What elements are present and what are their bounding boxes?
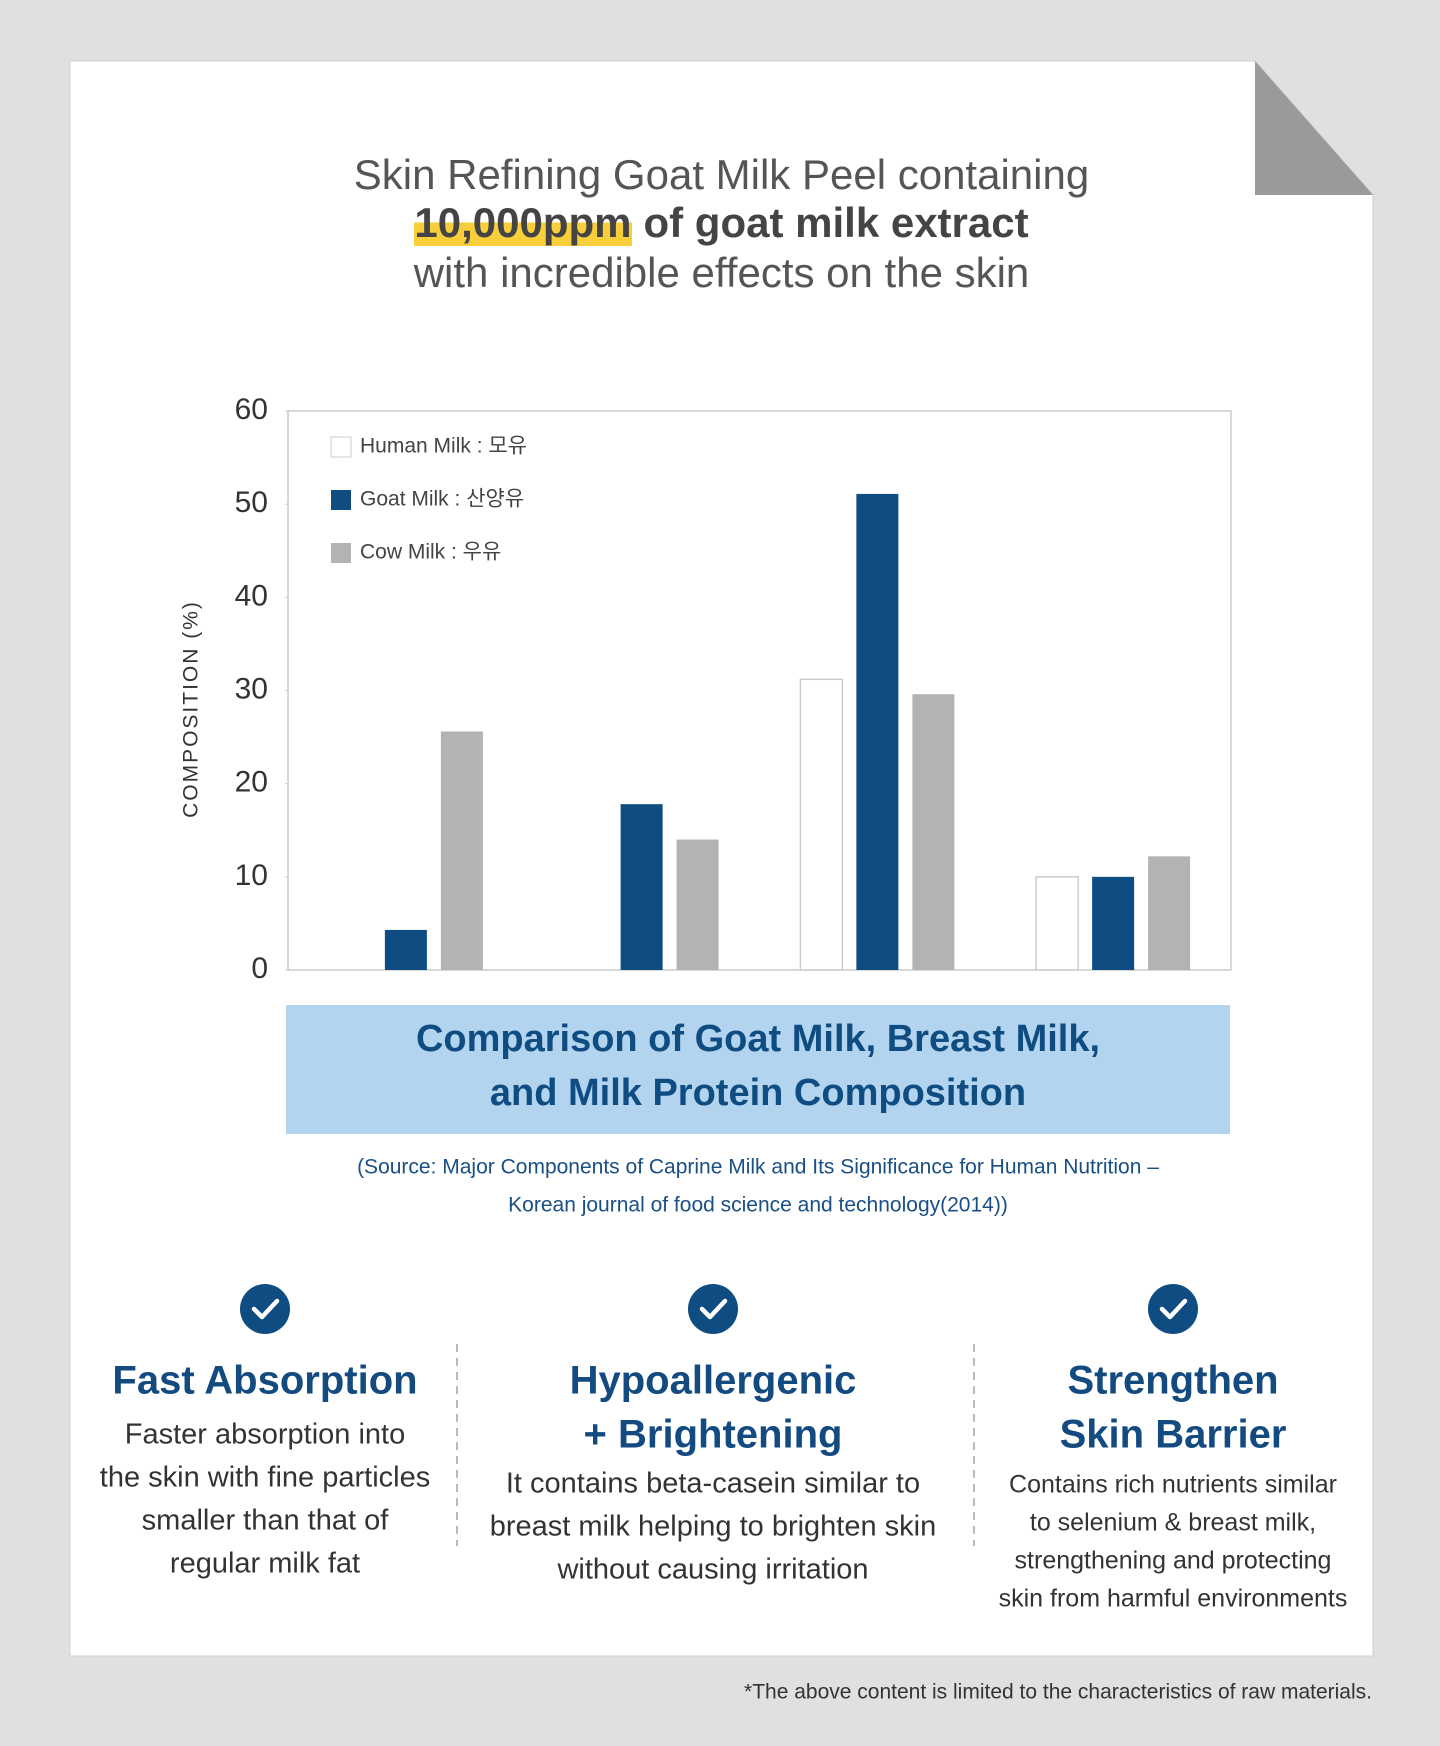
feature-title: + Brightening	[584, 1413, 843, 1457]
source-text: Korean journal of food science and techn…	[508, 1194, 1008, 1217]
feature-title: Skin Barrier	[1060, 1413, 1287, 1457]
legend-swatch	[331, 543, 351, 563]
bar	[384, 929, 427, 970]
paper	[69, 60, 1374, 1657]
y-tick-label: 20	[235, 766, 268, 799]
check-mark	[251, 1298, 280, 1320]
feature-body: to selenium & breast milk,	[1030, 1509, 1316, 1537]
bar	[856, 493, 899, 970]
title-line: 10,000ppm of goat milk extract	[70, 198, 1373, 248]
folded-corner	[1255, 61, 1373, 195]
legend-label: Human Milk : 모유	[360, 435, 527, 458]
feature-body: the skin with fine particles	[100, 1462, 430, 1494]
feature-body: strengthening and protecting	[1015, 1547, 1332, 1575]
source-text: (Source: Major Components of Caprine Mil…	[357, 1156, 1159, 1179]
check-mark	[1159, 1298, 1188, 1320]
legend-label: Cow Milk : 우유	[360, 541, 501, 564]
check-icon	[240, 1284, 290, 1334]
bar	[620, 804, 663, 970]
check-icon	[688, 1284, 738, 1334]
title-line: Skin Refining Goat Milk Peel containing	[353, 151, 1090, 198]
caption-title: Comparison of Goat Milk, Breast Milk,	[416, 1018, 1100, 1060]
feature-title: Fast Absorption	[112, 1359, 417, 1403]
y-tick-label: 30	[235, 672, 268, 705]
y-tick-label: 50	[235, 486, 268, 519]
feature-body: smaller than that of	[142, 1505, 390, 1537]
feature-body: without causing irritation	[556, 1554, 868, 1586]
feature-body: Contains rich nutrients similar	[1009, 1471, 1337, 1499]
title-highlight: 10,000ppm	[414, 199, 632, 246]
caption-box	[286, 1005, 1230, 1134]
title-bold: of goat milk extract	[643, 199, 1029, 246]
feature-body: breast milk helping to brighten skin	[490, 1511, 937, 1543]
check-mark	[699, 1298, 728, 1320]
bar	[1035, 876, 1079, 971]
y-axis-label: COMPOSITION (%)	[180, 600, 203, 818]
bar	[676, 839, 719, 970]
bar	[1092, 876, 1135, 970]
feature-title: Hypoallergenic	[570, 1359, 857, 1403]
bar	[799, 678, 844, 971]
caption-title: and Milk Protein Composition	[490, 1072, 1026, 1114]
bar	[1148, 856, 1191, 970]
title-line: with incredible effects on the skin	[413, 249, 1030, 296]
legend-swatch	[330, 436, 352, 458]
bar	[912, 694, 955, 970]
footnote: *The above content is limited to the cha…	[744, 1681, 1372, 1704]
legend-swatch	[331, 490, 351, 510]
bar	[440, 731, 483, 970]
feature-body: regular milk fat	[170, 1548, 360, 1580]
legend-label: Goat Milk : 산양유	[360, 488, 524, 511]
feature-title: Strengthen	[1067, 1359, 1278, 1403]
y-tick-label: 40	[235, 579, 268, 612]
y-tick-label: 60	[235, 393, 268, 426]
y-tick-label: 10	[235, 859, 268, 892]
feature-body: It contains beta-casein similar to	[506, 1468, 920, 1500]
feature-body: Faster absorption into	[125, 1419, 405, 1451]
y-tick-label: 0	[251, 952, 268, 985]
check-icon	[1148, 1284, 1198, 1334]
feature-body: skin from harmful environments	[999, 1585, 1348, 1613]
